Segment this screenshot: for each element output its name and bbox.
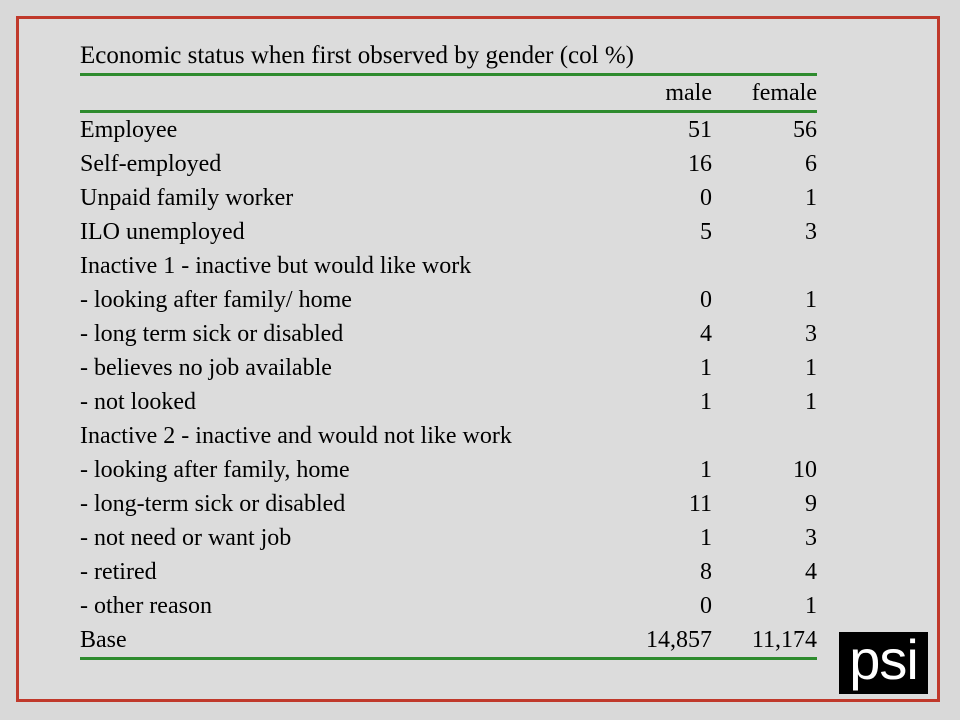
psi-logo: psi (839, 632, 928, 694)
row-male-value: 0 (700, 287, 712, 313)
row-female-value: 11,174 (751, 627, 817, 653)
row-male-value: 1 (700, 355, 712, 381)
row-male-value: 51 (688, 117, 712, 143)
row-label: Unpaid family worker (80, 185, 294, 211)
row-male-value: 14,857 (646, 627, 712, 653)
table-row: - other reason 0 1 (80, 589, 817, 623)
table-row: - looking after family, home 1 10 (80, 453, 817, 487)
row-label: - other reason (80, 593, 212, 619)
table-row: Inactive 2 - inactive and would not like… (80, 419, 817, 453)
row-female-value: 4 (805, 559, 817, 585)
table-title: Economic status when first observed by g… (80, 42, 635, 69)
row-label: - long term sick or disabled (80, 321, 344, 347)
row-label: Base (80, 627, 127, 653)
row-male-value: 8 (700, 559, 712, 585)
table-header-row: male female (80, 76, 817, 110)
row-female-value: 1 (805, 355, 817, 381)
table-row: - believes no job available 1 1 (80, 351, 817, 385)
row-label: - looking after family/ home (80, 287, 352, 313)
table-row: - retired 8 4 (80, 555, 817, 589)
table-row: - not looked 1 1 (80, 385, 817, 419)
row-female-value: 10 (793, 457, 817, 483)
row-female-value: 1 (805, 389, 817, 415)
table-row: - long-term sick or disabled 11 9 (80, 487, 817, 521)
row-female-value (712, 419, 817, 453)
row-label: Inactive 2 - inactive and would not like… (80, 423, 512, 449)
row-female-value (712, 249, 817, 283)
row-male-value: 0 (700, 593, 712, 619)
row-label: - believes no job available (80, 355, 332, 381)
row-female-value: 9 (805, 491, 817, 517)
table-row: Self-employed 16 6 (80, 147, 817, 181)
table-body: Employee 51 56 Self-employed 16 6 Unpaid famil… (80, 113, 817, 657)
table-row: Employee 51 56 (80, 113, 817, 147)
table-row: - long term sick or disabled 4 3 (80, 317, 817, 351)
row-male-value: 16 (688, 151, 712, 177)
table-row: ILO unemployed 5 3 (80, 215, 817, 249)
row-label: Self-employed (80, 151, 222, 177)
row-label: - long-term sick or disabled (80, 491, 346, 517)
bottom-rule (80, 657, 817, 660)
row-male-value: 1 (700, 389, 712, 415)
row-label: ILO unemployed (80, 219, 245, 245)
row-female-value: 56 (793, 117, 817, 143)
row-label: - not need or want job (80, 525, 292, 551)
row-female-value: 6 (805, 151, 817, 177)
row-female-value: 3 (805, 321, 817, 347)
table-row: - looking after family/ home 0 1 (80, 283, 817, 317)
row-female-value: 3 (805, 219, 817, 245)
header-female: female (751, 80, 817, 106)
row-male-value: 11 (688, 491, 712, 517)
title-rule (80, 73, 817, 76)
row-label: Inactive 1 - inactive but would like wor… (80, 253, 472, 279)
row-male-value: 1 (700, 525, 712, 551)
row-female-value: 3 (805, 525, 817, 551)
row-male-value: 4 (700, 321, 712, 347)
row-label: Employee (80, 117, 178, 143)
slide-frame (16, 16, 940, 702)
row-female-value: 1 (805, 593, 817, 619)
row-label: - retired (80, 559, 157, 585)
row-male-value (612, 249, 712, 283)
row-male-value: 0 (700, 185, 712, 211)
table-row: Unpaid family worker 0 1 (80, 181, 817, 215)
header-label (80, 76, 612, 110)
header-rule (80, 110, 817, 113)
header-male: male (665, 80, 712, 106)
row-male-value: 5 (700, 219, 712, 245)
row-female-value: 1 (805, 287, 817, 313)
row-label: - not looked (80, 389, 196, 415)
row-male-value (612, 419, 712, 453)
row-female-value: 1 (805, 185, 817, 211)
table-row: - not need or want job 1 3 (80, 521, 817, 555)
row-label: - looking after family, home (80, 457, 350, 483)
table-row: Base 14,857 11,174 (80, 623, 817, 657)
row-male-value: 1 (700, 457, 712, 483)
status-table: Economic status when first observed by g… (80, 40, 817, 660)
table-row: Inactive 1 - inactive but would like wor… (80, 249, 817, 283)
